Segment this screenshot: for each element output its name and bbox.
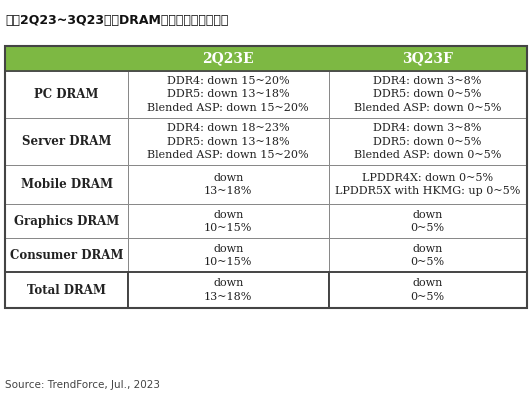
Bar <box>329 204 527 238</box>
Text: down
13~18%: down 13~18% <box>204 278 252 302</box>
Text: TrendForce: TrendForce <box>178 139 354 166</box>
Bar <box>5 165 128 204</box>
Text: down
10~15%: down 10~15% <box>204 244 252 267</box>
Text: down
0~5%: down 0~5% <box>411 210 445 233</box>
Bar <box>329 118 527 165</box>
Text: 2Q23E: 2Q23E <box>202 52 254 66</box>
Text: DDR4: down 18~23%
DDR5: down 13~18%
Blended ASP: down 15~20%: DDR4: down 18~23% DDR5: down 13~18% Blen… <box>147 124 309 160</box>
Text: PC DRAM: PC DRAM <box>35 88 99 101</box>
Bar <box>329 46 527 71</box>
Bar <box>5 272 128 308</box>
Text: 集邦咨询: 集邦咨询 <box>239 179 293 199</box>
Text: down
0~5%: down 0~5% <box>411 244 445 267</box>
Bar <box>5 46 527 308</box>
Bar <box>128 272 329 308</box>
Bar <box>128 204 329 238</box>
Bar <box>5 46 128 71</box>
Text: DDR4: down 3~8%
DDR5: down 0~5%
Blended ASP: down 0~5%: DDR4: down 3~8% DDR5: down 0~5% Blended … <box>354 124 501 160</box>
Text: Consumer DRAM: Consumer DRAM <box>10 249 123 262</box>
Text: DDR4: down 15~20%
DDR5: down 13~18%
Blended ASP: down 15~20%: DDR4: down 15~20% DDR5: down 13~18% Blen… <box>147 76 309 112</box>
Bar <box>329 165 527 204</box>
Text: LPDDR4X: down 0~5%
LPDDR5X with HKMG: up 0~5%: LPDDR4X: down 0~5% LPDDR5X with HKMG: up… <box>335 173 520 196</box>
Bar <box>128 46 329 71</box>
Text: 3Q23F: 3Q23F <box>402 52 453 66</box>
Text: Source: TrendForce, Jul., 2023: Source: TrendForce, Jul., 2023 <box>5 380 160 390</box>
Bar <box>329 71 527 118</box>
Bar <box>128 118 329 165</box>
Text: Graphics DRAM: Graphics DRAM <box>14 215 119 228</box>
Bar <box>5 71 128 118</box>
Text: Server DRAM: Server DRAM <box>22 135 111 148</box>
Text: Mobile DRAM: Mobile DRAM <box>21 178 113 191</box>
Text: down
13~18%: down 13~18% <box>204 173 252 196</box>
Bar <box>128 71 329 118</box>
Bar <box>5 238 128 272</box>
Bar <box>329 272 527 308</box>
Bar <box>128 238 329 272</box>
Bar <box>5 118 128 165</box>
Text: down
10~15%: down 10~15% <box>204 210 252 233</box>
Text: Total DRAM: Total DRAM <box>27 284 106 296</box>
Text: 表、2Q23~3Q23各类DRAM产品价格涨跌幅预测: 表、2Q23~3Q23各类DRAM产品价格涨跌幅预测 <box>5 14 229 27</box>
Bar <box>329 238 527 272</box>
Bar <box>5 204 128 238</box>
Text: down
0~5%: down 0~5% <box>411 278 445 302</box>
Text: DDR4: down 3~8%
DDR5: down 0~5%
Blended ASP: down 0~5%: DDR4: down 3~8% DDR5: down 0~5% Blended … <box>354 76 501 112</box>
Bar <box>128 165 329 204</box>
